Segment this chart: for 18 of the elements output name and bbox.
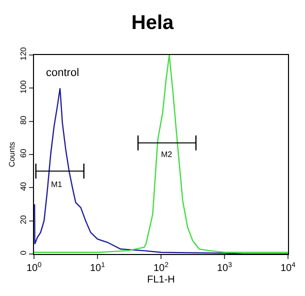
y-tick-label: 40 xyxy=(18,181,28,191)
annotation: control xyxy=(46,67,80,79)
annotation: M1 xyxy=(51,180,63,189)
y-tick-label: 120 xyxy=(18,46,28,60)
annotation: M2 xyxy=(161,150,173,159)
y-tick-label: 20 xyxy=(18,214,28,224)
x-tick-label: 10$^{1}$ xyxy=(90,262,106,274)
x-tick-label: 10$^{2}$ xyxy=(153,262,169,274)
x-tick-label: 10$^{3}$ xyxy=(216,262,232,274)
x-tick-label: 10$^{0}$ xyxy=(26,262,42,274)
y-tick-label: 60 xyxy=(18,148,28,158)
y-tick-label: 0 xyxy=(18,250,28,256)
chart-title: Hela xyxy=(131,12,174,34)
y-tick-label: 80 xyxy=(18,115,28,125)
y-axis-title: Counts xyxy=(8,142,16,168)
y-tick-label: 100 xyxy=(18,80,28,94)
x-tick-label: 10$^{4}$ xyxy=(280,262,296,274)
x-axis-title: FL1-H xyxy=(147,274,175,286)
